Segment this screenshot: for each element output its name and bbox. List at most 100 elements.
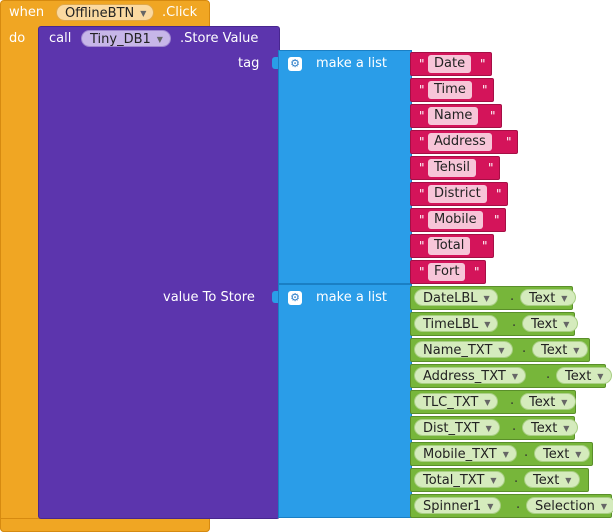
close-quote: " bbox=[488, 161, 494, 175]
open-quote: " bbox=[419, 57, 425, 71]
text-string-value[interactable]: District bbox=[428, 185, 487, 203]
property-label: Text bbox=[529, 291, 556, 306]
event-block-bottom bbox=[0, 518, 210, 532]
event-name: .Click bbox=[162, 5, 198, 20]
component-label: Mobile_TXT bbox=[423, 447, 497, 462]
gear-icon[interactable]: ⚙ bbox=[288, 291, 302, 305]
chevron-down-icon: ▼ bbox=[511, 372, 518, 381]
open-quote: " bbox=[419, 135, 425, 149]
property-label: Selection bbox=[535, 499, 595, 514]
close-quote: " bbox=[490, 109, 496, 123]
chevron-down-icon: ▼ bbox=[575, 450, 582, 459]
close-quote: " bbox=[482, 239, 488, 253]
chevron-down-icon: ▼ bbox=[498, 346, 505, 355]
text-string-value[interactable]: Total bbox=[428, 237, 471, 255]
event-component-label: OfflineBTN bbox=[65, 6, 135, 21]
property-separator: . bbox=[516, 497, 521, 512]
property-separator: . bbox=[546, 367, 551, 382]
store-value-call-block[interactable] bbox=[38, 26, 280, 519]
text-string-value[interactable]: Tehsil bbox=[428, 159, 476, 177]
chevron-down-icon: ▼ bbox=[565, 476, 572, 485]
property-separator: . bbox=[522, 341, 527, 356]
close-quote: " bbox=[482, 83, 488, 97]
property-dropdown[interactable]: Text ▼ bbox=[520, 289, 577, 306]
property-dropdown[interactable]: Text ▼ bbox=[556, 367, 613, 384]
chevron-down-icon: ▼ bbox=[485, 424, 492, 433]
property-label: Text bbox=[533, 473, 560, 488]
value-param-label: value To Store bbox=[163, 290, 255, 305]
close-quote: " bbox=[496, 187, 502, 201]
tag-make-list-block[interactable] bbox=[278, 50, 412, 284]
open-quote: " bbox=[419, 213, 425, 227]
property-dropdown[interactable]: Selection ▼ bbox=[526, 497, 613, 514]
text-string-value[interactable]: Date bbox=[428, 55, 472, 73]
property-dropdown[interactable]: Text ▼ bbox=[522, 419, 579, 436]
property-label: Text bbox=[531, 317, 558, 332]
call-keyword: call bbox=[49, 31, 72, 46]
component-dropdown[interactable]: Address_TXT ▼ bbox=[414, 367, 526, 384]
chevron-down-icon: ▼ bbox=[561, 398, 568, 407]
property-dropdown[interactable]: Text ▼ bbox=[532, 341, 589, 358]
text-string-value[interactable]: Name bbox=[428, 107, 479, 125]
component-dropdown[interactable]: TimeLBL ▼ bbox=[414, 315, 499, 332]
make-list-label: make a list bbox=[316, 56, 388, 71]
tag-socket bbox=[272, 57, 278, 69]
chevron-down-icon: ▼ bbox=[573, 346, 580, 355]
property-separator: . bbox=[510, 393, 515, 408]
property-label: Text bbox=[543, 447, 570, 462]
close-quote: " bbox=[480, 57, 486, 71]
property-label: Text bbox=[529, 395, 556, 410]
property-separator: . bbox=[514, 471, 519, 486]
when-keyword: when bbox=[9, 5, 45, 20]
property-separator: . bbox=[510, 289, 515, 304]
event-component-dropdown[interactable]: OfflineBTN ▼ bbox=[56, 4, 155, 21]
component-dropdown[interactable]: Dist_TXT ▼ bbox=[414, 419, 500, 436]
component-label: TLC_TXT bbox=[423, 395, 479, 410]
component-label: Spinner1 bbox=[423, 499, 482, 514]
component-dropdown[interactable]: Total_TXT ▼ bbox=[414, 471, 505, 488]
chevron-down-icon: ▼ bbox=[140, 9, 147, 18]
component-dropdown[interactable]: Spinner1 ▼ bbox=[414, 497, 502, 514]
gear-icon[interactable]: ⚙ bbox=[288, 57, 302, 71]
text-string-value[interactable]: Time bbox=[428, 81, 472, 99]
component-label: Total_TXT bbox=[423, 473, 485, 488]
open-quote: " bbox=[419, 109, 425, 123]
component-dropdown[interactable]: Name_TXT ▼ bbox=[414, 341, 513, 358]
chevron-down-icon: ▼ bbox=[502, 450, 509, 459]
close-quote: " bbox=[494, 213, 500, 227]
call-method: .Store Value bbox=[180, 31, 259, 46]
component-dropdown[interactable]: Mobile_TXT ▼ bbox=[414, 445, 517, 462]
call-component-label: Tiny_DB1 bbox=[90, 32, 151, 47]
component-label: Address_TXT bbox=[423, 369, 506, 384]
property-label: Text bbox=[565, 369, 592, 384]
property-dropdown[interactable]: Text ▼ bbox=[524, 471, 581, 488]
close-quote: " bbox=[474, 265, 480, 279]
component-dropdown[interactable]: DateLBL ▼ bbox=[414, 289, 498, 306]
open-quote: " bbox=[419, 265, 425, 279]
chevron-down-icon: ▼ bbox=[156, 35, 163, 44]
property-dropdown[interactable]: Text ▼ bbox=[534, 445, 591, 462]
text-string-value[interactable]: Address bbox=[428, 133, 492, 151]
open-quote: " bbox=[419, 83, 425, 97]
value-socket bbox=[272, 291, 278, 303]
call-component-dropdown[interactable]: Tiny_DB1 ▼ bbox=[81, 30, 171, 47]
property-dropdown[interactable]: Text ▼ bbox=[522, 315, 579, 332]
property-separator: . bbox=[512, 315, 517, 330]
text-string-value[interactable]: Fort bbox=[428, 263, 466, 281]
text-string-value[interactable]: Mobile bbox=[428, 211, 483, 229]
chevron-down-icon: ▼ bbox=[483, 294, 490, 303]
chevron-down-icon: ▼ bbox=[487, 502, 494, 511]
chevron-down-icon: ▼ bbox=[484, 320, 491, 329]
property-dropdown[interactable]: Text ▼ bbox=[520, 393, 577, 410]
make-list-label: make a list bbox=[316, 290, 388, 305]
property-label: Text bbox=[531, 421, 558, 436]
chevron-down-icon: ▼ bbox=[597, 372, 604, 381]
value-make-list-block[interactable] bbox=[278, 284, 412, 518]
open-quote: " bbox=[419, 187, 425, 201]
close-quote: " bbox=[506, 135, 512, 149]
component-label: DateLBL bbox=[423, 291, 478, 306]
chevron-down-icon: ▼ bbox=[490, 476, 497, 485]
component-dropdown[interactable]: TLC_TXT ▼ bbox=[414, 393, 499, 410]
chevron-down-icon: ▼ bbox=[563, 320, 570, 329]
tag-param-label: tag bbox=[238, 56, 260, 71]
